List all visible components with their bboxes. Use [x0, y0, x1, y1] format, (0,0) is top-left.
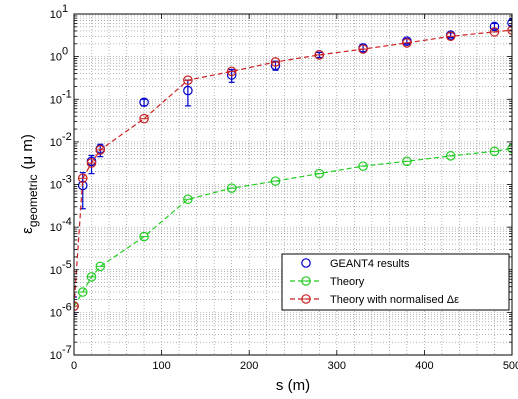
y-tick-label: 10 — [50, 307, 62, 319]
y-tick-label: 10 — [50, 265, 62, 277]
series-line — [74, 147, 512, 307]
y-axis-label-subscript: geometric — [26, 174, 40, 227]
x-tick-label: 500 — [503, 360, 518, 372]
legend-marker — [301, 258, 311, 268]
data-point — [139, 97, 149, 108]
y-tick-label: 10 — [50, 350, 62, 362]
y-tick-label: 10 — [50, 9, 62, 21]
y-tick-exponent: 1 — [62, 3, 68, 15]
y-tick-exponent: -7 — [62, 344, 72, 356]
legend-box — [281, 253, 510, 311]
legend: GEANT4 results Theory Theory with normal… — [281, 253, 510, 311]
x-tick-label: 100 — [152, 360, 170, 372]
y-tick-exponent: -1 — [62, 88, 72, 100]
y-tick-label: 10 — [50, 94, 62, 106]
x-tick-label: 0 — [71, 360, 77, 372]
x-axis-label: s (m) — [276, 377, 310, 394]
data-point — [270, 60, 281, 71]
legend-label-theory: Theory — [330, 276, 365, 288]
data-point — [489, 21, 500, 32]
x-tick-label: 300 — [328, 360, 346, 372]
y-axis-label: εgeometric (μ m) — [19, 134, 40, 234]
y-tick-exponent: 0 — [62, 46, 68, 58]
y-tick-exponent: -6 — [62, 301, 72, 313]
series-line — [74, 29, 512, 307]
y-axis-label-unit: (μ m) — [19, 134, 36, 169]
y-tick-exponent: -4 — [62, 216, 72, 228]
y-tick-exponent: -5 — [62, 259, 72, 271]
x-tick-label: 200 — [240, 360, 258, 372]
data-point — [77, 180, 88, 191]
legend-label-geant4: GEANT4 results — [330, 258, 410, 270]
data-point — [183, 85, 193, 96]
y-axis-label-main: ε — [19, 227, 36, 234]
y-tick-label: 10 — [50, 52, 62, 64]
x-tick-label: 400 — [415, 360, 433, 372]
y-tick-exponent: -2 — [62, 131, 72, 143]
series-2 — [74, 25, 512, 311]
y-tick-label: 10 — [50, 137, 62, 149]
y-tick-label: 10 — [50, 222, 62, 234]
y-tick-exponent: -3 — [62, 174, 72, 186]
legend-label-theory-normalised: Theory with normalised Δε — [330, 294, 459, 306]
axis-ticks — [73, 14, 513, 356]
x-tick-labels: 0 100 200 300 400 500 — [71, 360, 518, 372]
data-point — [226, 70, 237, 80]
y-tick-label: 10 — [50, 180, 62, 192]
legend-entries — [290, 258, 322, 304]
